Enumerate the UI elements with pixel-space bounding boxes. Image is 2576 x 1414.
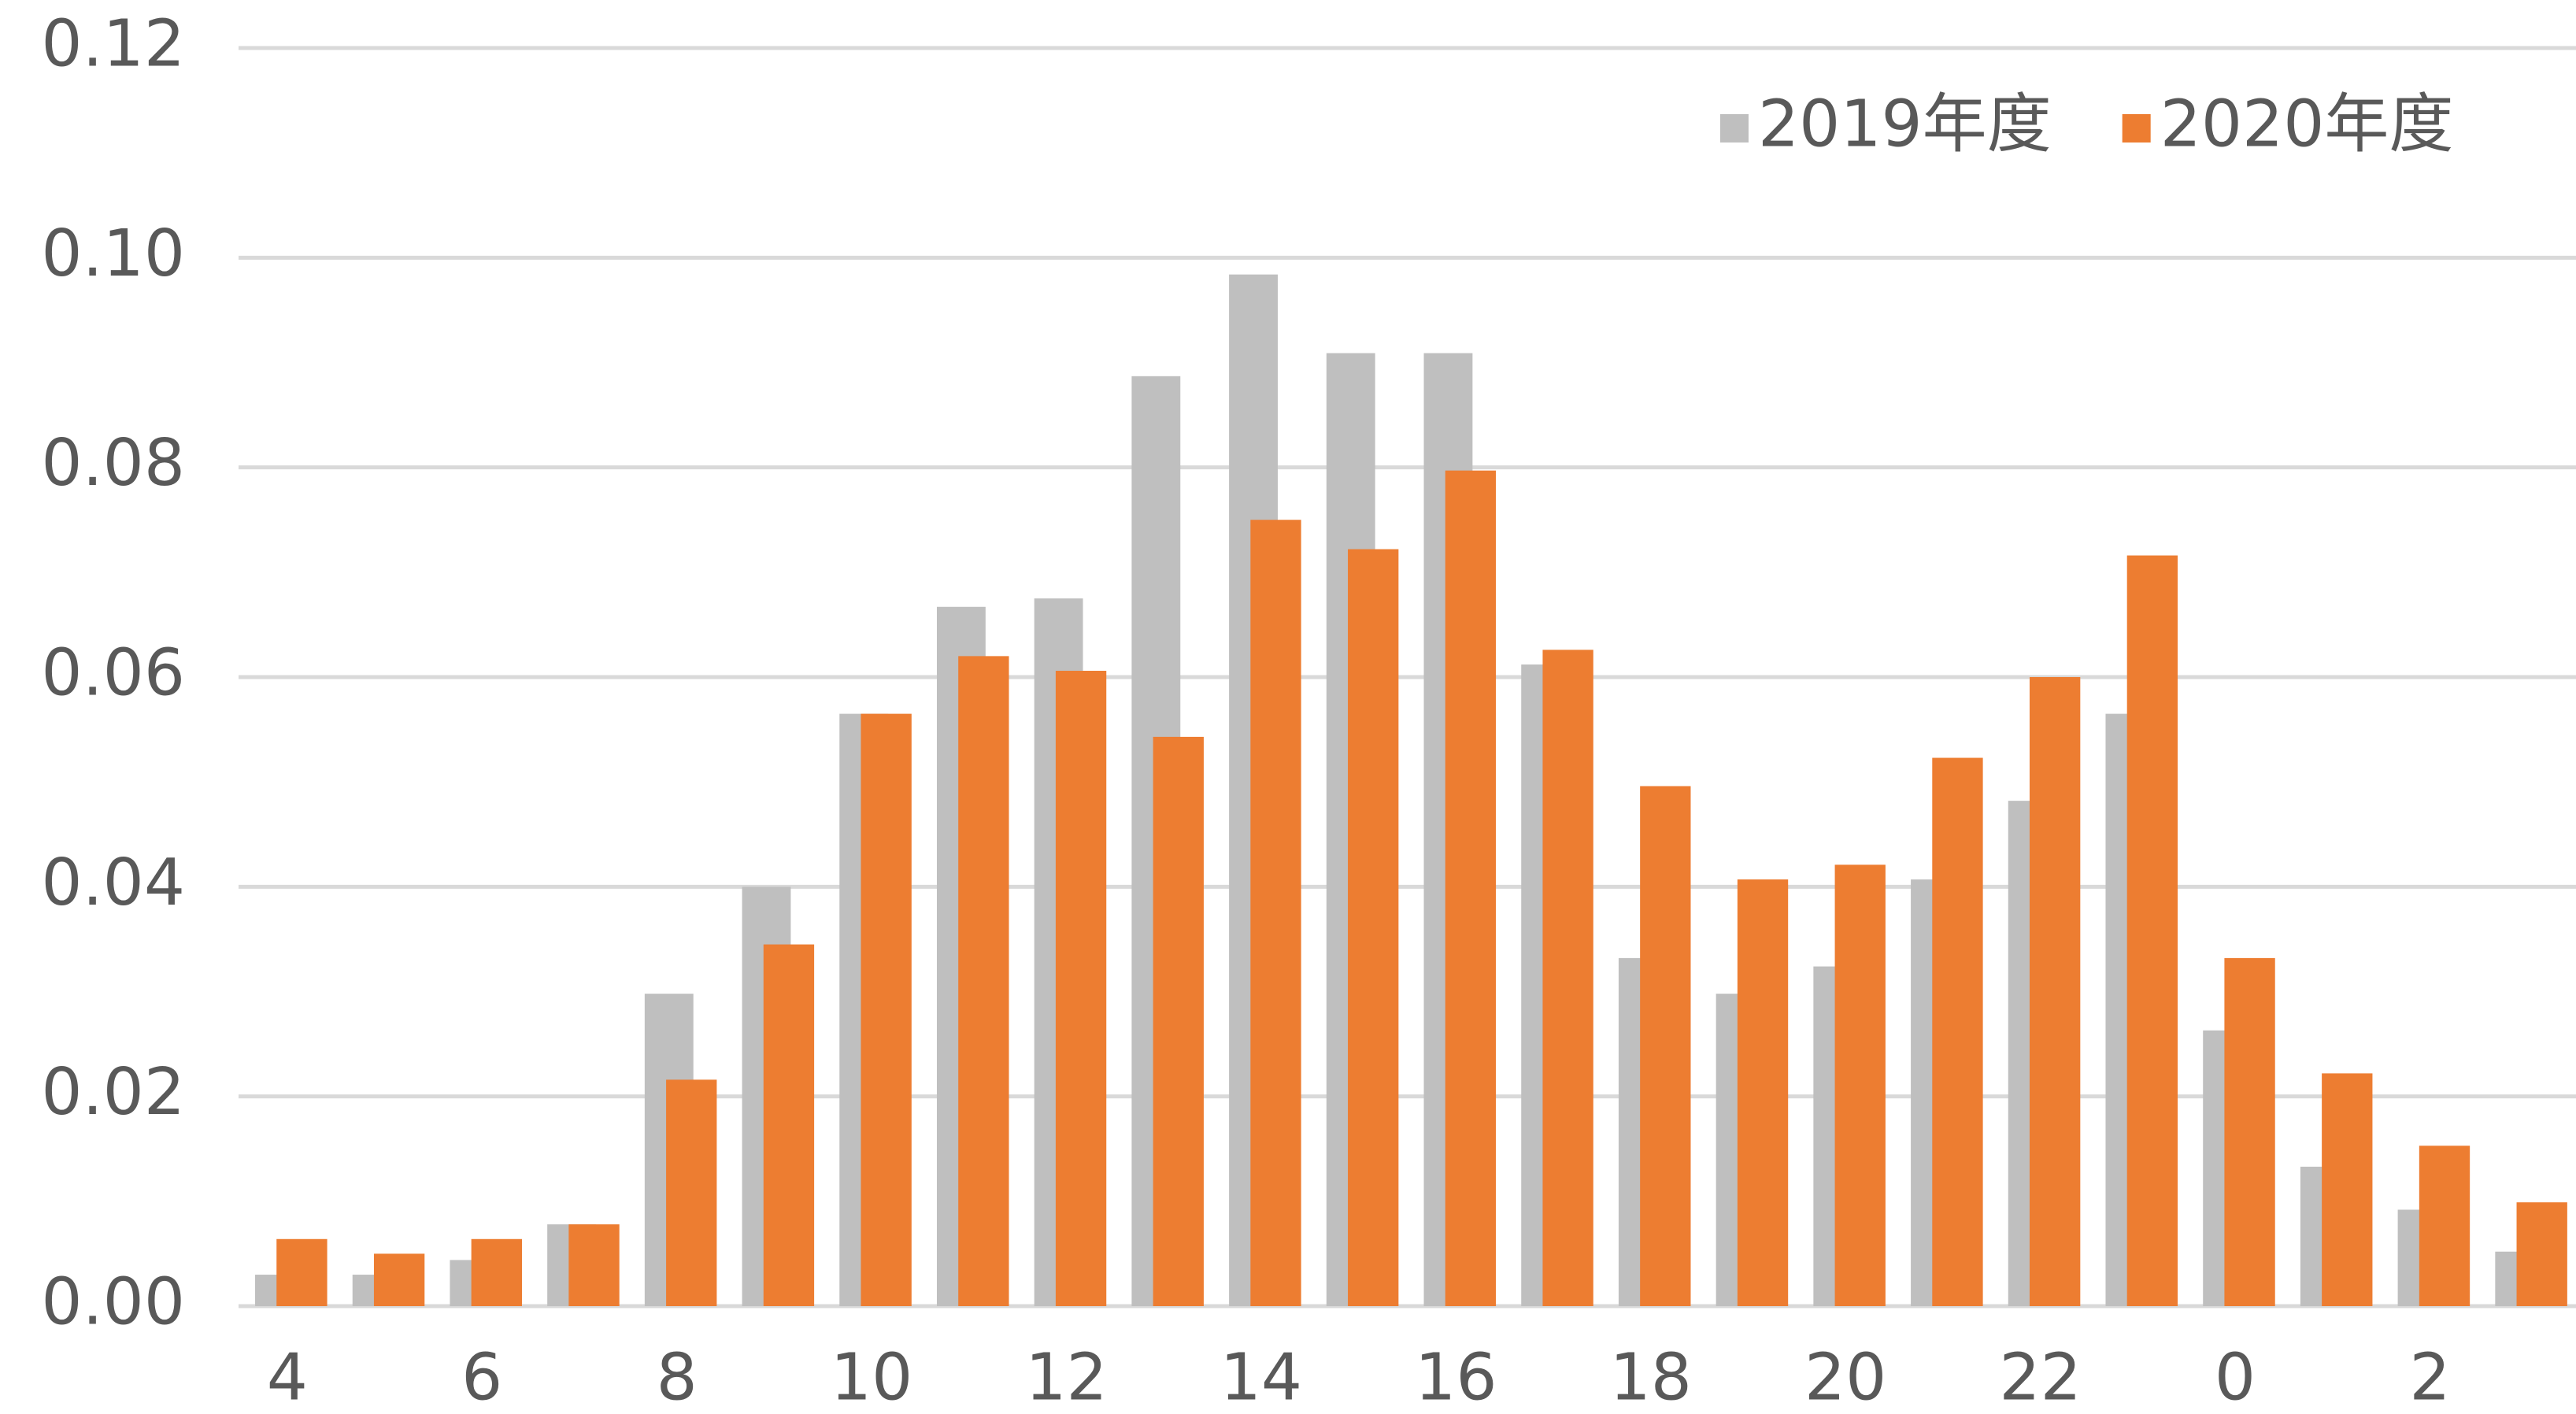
bar: [666, 1079, 717, 1306]
bar: [1055, 671, 1107, 1306]
bar: [276, 1238, 328, 1306]
bar: [1153, 736, 1204, 1306]
bar: [471, 1238, 522, 1306]
x-tick-label: 18: [1610, 1340, 1692, 1414]
x-tick-label: 16: [1415, 1340, 1497, 1414]
bar: [2322, 1073, 2373, 1306]
x-tick-label: 12: [1025, 1340, 1107, 1414]
bar: [373, 1253, 425, 1306]
bar: [1737, 879, 1789, 1306]
x-tick-label: 20: [1804, 1340, 1886, 1414]
x-tick-label: 0: [2215, 1340, 2256, 1414]
bar: [2029, 677, 2081, 1306]
bar: [568, 1224, 620, 1306]
x-tick-label: 10: [831, 1340, 912, 1414]
bar: [1834, 864, 1886, 1306]
bar: [1932, 757, 1983, 1306]
x-tick-label: 22: [1999, 1340, 2081, 1414]
y-tick-label: 0.00: [41, 1264, 185, 1339]
legend-label: 2019年度: [1758, 87, 2052, 161]
bar: [1542, 650, 1593, 1306]
legend-swatch: [2122, 114, 2151, 143]
bar: [1640, 786, 1691, 1306]
legend-swatch: [1720, 114, 1749, 143]
bar: [2516, 1202, 2567, 1306]
bar: [2224, 957, 2275, 1306]
y-tick-label: 0.10: [41, 217, 185, 291]
x-tick-label: 6: [461, 1340, 502, 1414]
bar: [861, 713, 912, 1306]
bar: [2126, 555, 2178, 1306]
y-tick-label: 0.06: [41, 635, 185, 710]
bar: [763, 944, 815, 1306]
x-tick-label: 2: [2409, 1340, 2450, 1414]
bar: [1348, 549, 1399, 1306]
x-tick-label: 4: [267, 1340, 308, 1414]
bar: [2419, 1146, 2471, 1306]
y-tick-label: 0.04: [41, 846, 185, 920]
bar: [1250, 520, 1301, 1306]
y-tick-label: 0.02: [41, 1055, 185, 1130]
bar: [958, 656, 1009, 1306]
y-tick-label: 0.08: [41, 426, 185, 501]
y-tick-label: 0.12: [41, 6, 185, 81]
bar: [1445, 470, 1497, 1307]
x-tick-label: 8: [657, 1340, 698, 1414]
x-tick-label: 14: [1220, 1340, 1302, 1414]
legend-label: 2020年度: [2160, 87, 2454, 161]
